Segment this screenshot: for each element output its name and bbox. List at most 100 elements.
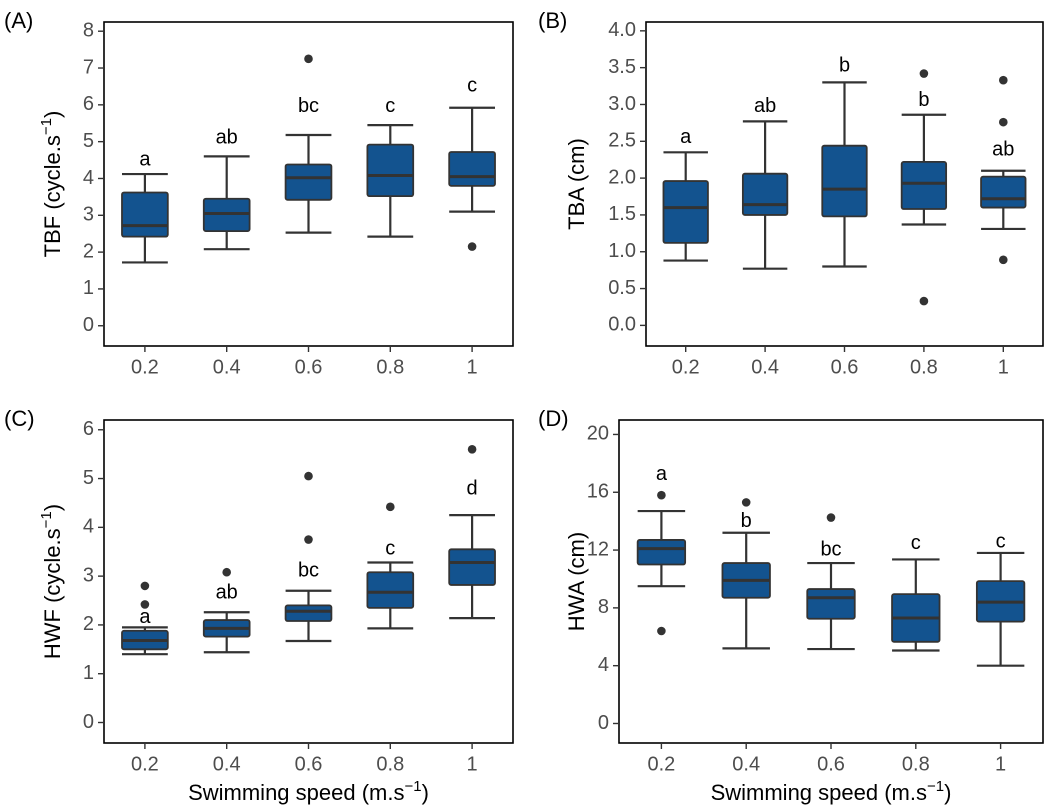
iqr-box: [284, 604, 333, 622]
x-axis-title: Swimming speed (m.s−1): [188, 778, 429, 805]
x-tick-label: 1: [467, 356, 478, 378]
x-tick-label: 0.6: [817, 753, 845, 775]
iqr-box: [366, 571, 415, 609]
significance-letter: bc: [820, 538, 841, 560]
x-axis-title-main: Swimming speed (m.s: [711, 780, 927, 805]
significance-letter: b: [741, 510, 752, 532]
x-axis-title-main: Swimming speed (m.s: [188, 780, 404, 805]
y-tick-label: 4: [598, 654, 609, 676]
iqr-box: [121, 191, 169, 238]
box-0.6: bc: [284, 471, 333, 643]
outlier-point: [999, 75, 1008, 85]
y-tick-label: 0: [83, 314, 94, 336]
panel-label: (D): [538, 406, 569, 431]
outlier-point: [999, 255, 1008, 265]
box-1: c: [448, 75, 496, 251]
significance-letter: c: [911, 532, 921, 554]
x-axis-title: Swimming speed (m.s−1): [711, 778, 952, 805]
x-tick-label: 0.6: [295, 356, 323, 378]
box-0.4: ab: [202, 126, 251, 251]
y-tick-label: 4.0: [608, 19, 636, 41]
x-axis-title-close: ): [944, 780, 951, 805]
y-tick-label: 5: [83, 467, 94, 489]
y-tick-label: 0: [598, 712, 609, 734]
y-axis-title-main: HWA (cm): [564, 532, 589, 631]
outlier-point: [657, 626, 666, 636]
significance-letter: a: [139, 148, 151, 170]
iqr-box: [821, 144, 868, 218]
iqr-box: [980, 175, 1027, 209]
significance-letter: bc: [298, 95, 319, 117]
y-axis-title-main: HWF (cycle.s: [40, 528, 65, 659]
x-tick-label: 0.8: [376, 356, 404, 378]
x-tick-label: 0.2: [131, 753, 159, 775]
y-axis-title: TBF (cycle.s−1): [38, 111, 65, 258]
y-axis-title-main: TBF (cycle.s: [40, 135, 65, 257]
x-tick-label: 1: [467, 753, 478, 775]
outlier-point: [140, 600, 150, 609]
panel-label: (B): [538, 8, 567, 33]
y-tick-label: 12: [587, 538, 609, 560]
y-tick-label: 8: [83, 19, 94, 41]
significance-letter: c: [385, 95, 395, 117]
x-tick-label: 0.8: [902, 753, 930, 775]
chart-panel-b: (B) 0.0 0.5 1.0 1.5 2.0 2.5 3.0 3.5 4.0 0.2 0.4 0.6 0…: [538, 8, 1044, 378]
box-0.8: c: [366, 95, 415, 238]
box-0.8: b: [900, 69, 948, 306]
iqr-box: [366, 143, 415, 198]
chart-panel-a: (A) 0 1 2 3 4 5 6 7 8 0.2 0.4 0.6 0.8 1 TBF (cycle.s−1)…: [4, 8, 514, 378]
significance-letter: a: [656, 463, 668, 485]
y-tick-label: 1.5: [608, 203, 636, 225]
y-tick-label: 2: [83, 240, 94, 262]
outlier-point: [657, 490, 666, 500]
y-tick-label: 6: [83, 418, 94, 440]
y-tick-label: 8: [598, 596, 609, 618]
y-tick-label: 6: [83, 93, 94, 115]
box-0.2: a: [662, 126, 709, 262]
iqr-box: [900, 161, 948, 210]
y-axis-title-close: ): [40, 504, 65, 511]
panel-label: (C): [4, 406, 35, 431]
x-axis-title-sup: −1: [404, 778, 421, 795]
y-axis-title: TBA (cm): [564, 138, 589, 230]
y-tick-label: 2: [83, 613, 94, 635]
x-tick-label: 0.2: [647, 753, 675, 775]
y-axis-title-sup: −1: [38, 511, 55, 528]
outlier-point: [919, 296, 929, 306]
significance-letter: ab: [216, 581, 238, 603]
x-tick-label: 0.6: [295, 753, 323, 775]
iqr-box: [448, 151, 496, 187]
x-tick-label: 1: [998, 356, 1009, 378]
significance-letter: b: [918, 89, 929, 111]
significance-letter: ab: [992, 138, 1014, 160]
y-tick-label: 0: [83, 711, 94, 733]
y-axis-title: HWA (cm): [564, 532, 589, 631]
outlier-point: [741, 498, 751, 507]
box-0.2: a: [636, 463, 687, 636]
box-0.4: ab: [202, 567, 251, 654]
box-0.2: a: [121, 148, 169, 264]
x-tick-label: 0.4: [213, 356, 241, 378]
significance-letter: b: [839, 54, 850, 76]
significance-letter: bc: [298, 560, 319, 582]
x-tick-label: 0.6: [831, 356, 859, 378]
x-axis-title-close: ): [422, 780, 429, 805]
outlier-point: [919, 69, 929, 78]
box-0.8: c: [366, 502, 415, 630]
y-tick-label: 1.0: [608, 240, 636, 262]
y-tick-label: 2.5: [608, 130, 636, 152]
outlier-point: [386, 502, 395, 512]
y-tick-label: 4: [83, 167, 94, 189]
y-tick-label: 3.5: [608, 56, 636, 78]
box-0.6: b: [821, 54, 868, 268]
y-tick-label: 1: [83, 277, 94, 299]
iqr-box: [448, 548, 496, 586]
x-axis-title-sup: −1: [927, 778, 944, 795]
y-tick-label: 3.0: [608, 93, 636, 115]
significance-letter: c: [467, 75, 477, 97]
x-tick-label: 0.2: [672, 356, 700, 378]
significance-letter: a: [139, 606, 151, 628]
box-0.8: c: [891, 532, 941, 652]
outlier-point: [467, 444, 477, 454]
